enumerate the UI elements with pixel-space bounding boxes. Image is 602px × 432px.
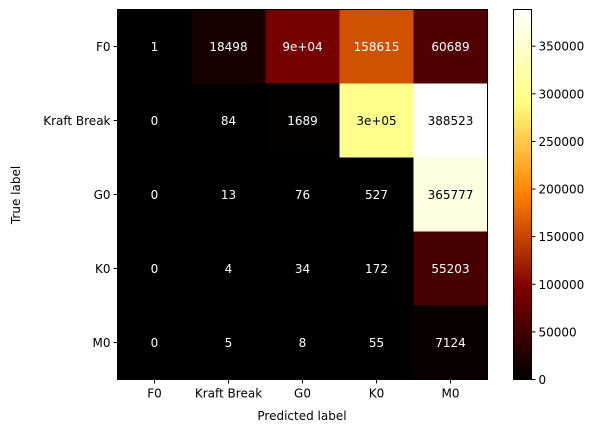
heatmap-cell xyxy=(191,83,266,158)
colorbar-tick-label: 150000 xyxy=(539,230,585,244)
heatmap-cell xyxy=(339,231,414,306)
cell-value-label: 7124 xyxy=(435,336,466,350)
cell-value-label: 0 xyxy=(151,262,159,276)
heatmap-cell xyxy=(265,9,340,84)
cell-value-label: 365777 xyxy=(428,188,474,202)
x-tick-label: Kraft Break xyxy=(195,387,262,401)
colorbar-tick-label: 50000 xyxy=(539,325,577,339)
colorbar xyxy=(513,9,532,380)
cell-value-label: 18498 xyxy=(209,40,247,54)
colorbar-tick-label: 100000 xyxy=(539,278,585,292)
heatmap-cell xyxy=(191,231,266,306)
heatmap-cell xyxy=(117,157,192,232)
y-tick-label: F0 xyxy=(96,40,111,54)
heatmap-cell xyxy=(413,157,488,232)
x-tick-label: G0 xyxy=(294,387,311,401)
heatmap-cell xyxy=(117,231,192,306)
x-tick-label: F0 xyxy=(147,387,162,401)
colorbar-tick-label: 0 xyxy=(539,373,547,387)
heatmap-cell xyxy=(339,9,414,84)
colorbar-tick-label: 350000 xyxy=(539,40,585,54)
cell-value-label: 9e+04 xyxy=(282,40,322,54)
heatmap-cell xyxy=(339,157,414,232)
cell-value-label: 5 xyxy=(225,336,233,350)
y-tick-label: Kraft Break xyxy=(43,114,110,128)
x-tick-label: M0 xyxy=(442,387,460,401)
cell-value-label: 60689 xyxy=(431,40,469,54)
cell-value-label: 0 xyxy=(151,114,159,128)
cell-value-label: 172 xyxy=(365,262,388,276)
heatmap-cell xyxy=(413,9,488,84)
cell-value-label: 4 xyxy=(225,262,233,276)
cell-value-label: 1 xyxy=(151,40,159,54)
cell-value-label: 34 xyxy=(295,262,310,276)
heatmap-cell xyxy=(265,83,340,158)
heatmap-cell xyxy=(265,305,340,380)
colorbar-tick-label: 250000 xyxy=(539,135,585,149)
cell-value-label: 13 xyxy=(221,188,236,202)
heatmap-cells xyxy=(117,9,488,380)
cell-value-label: 55 xyxy=(369,336,384,350)
heatmap-cell xyxy=(413,231,488,306)
cell-value-label: 3e+05 xyxy=(356,114,396,128)
heatmap-cell xyxy=(265,231,340,306)
y-tick-label: G0 xyxy=(94,188,111,202)
heatmap-cell xyxy=(413,305,488,380)
heatmap-cell xyxy=(339,305,414,380)
y-axis-label: True label xyxy=(9,166,23,225)
heatmap-cell xyxy=(413,83,488,158)
heatmap-cell xyxy=(339,83,414,158)
cell-value-label: 8 xyxy=(299,336,307,350)
colorbar-tick-label: 200000 xyxy=(539,183,585,197)
colorbar-tick-label: 300000 xyxy=(539,87,585,101)
y-tick-label: K0 xyxy=(95,262,111,276)
cell-value-label: 158615 xyxy=(354,40,400,54)
x-axis-label: Predicted label xyxy=(257,409,346,423)
cell-value-label: 0 xyxy=(151,188,159,202)
heatmap-cell xyxy=(117,83,192,158)
heatmap-cell xyxy=(265,157,340,232)
y-tick-label: M0 xyxy=(93,336,111,350)
cell-value-label: 55203 xyxy=(431,262,469,276)
cell-value-label: 1689 xyxy=(287,114,318,128)
cell-value-label: 0 xyxy=(151,336,159,350)
y-axis-ticks: F0 Kraft Break G0 K0 M0 xyxy=(43,40,118,350)
x-axis-ticks: F0 Kraft Break G0 K0 M0 xyxy=(147,379,460,401)
cell-value-label: 527 xyxy=(365,188,388,202)
heatmap-cell xyxy=(191,9,266,84)
x-tick-label: K0 xyxy=(369,387,385,401)
cell-value-label: 76 xyxy=(295,188,310,202)
heatmap-cell xyxy=(117,9,192,84)
cell-value-label: 388523 xyxy=(428,114,474,128)
colorbar-ticks: 0 50000 100000 150000 200000 250000 300000 3500… xyxy=(531,40,585,387)
heatmap-cell xyxy=(191,305,266,380)
heatmap-cell xyxy=(117,305,192,380)
heatmap-cell xyxy=(191,157,266,232)
cell-value-label: 84 xyxy=(221,114,236,128)
